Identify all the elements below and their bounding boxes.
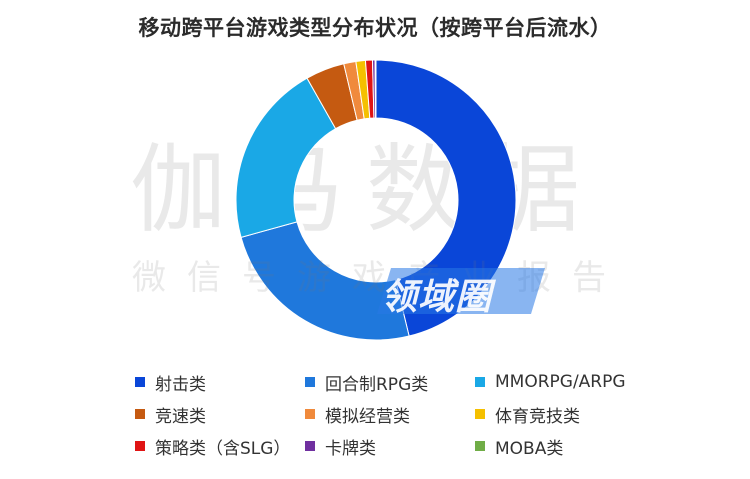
legend-item-1: 射击类 bbox=[135, 372, 305, 395]
legend-label: MOBA类 bbox=[495, 438, 564, 459]
legend-swatch bbox=[135, 409, 145, 419]
legend-swatch bbox=[305, 409, 315, 419]
legend-label: 模拟经营类 bbox=[325, 406, 410, 427]
chart-title: 移动跨平台游戏类型分布状况（按跨平台后流水） bbox=[138, 16, 612, 40]
legend-label: 卡牌类 bbox=[325, 438, 376, 459]
legend-item-2: 回合制RPG类 bbox=[305, 372, 475, 395]
legend-label: 回合制RPG类 bbox=[325, 374, 429, 395]
legend: 射击类 回合制RPG类 MMORPG/ARPG 竞速类 模拟经营类 体育竞技类策略类（含S… bbox=[135, 372, 695, 459]
legend-label: 射击类 bbox=[155, 374, 206, 395]
legend-item-5: 模拟经营类 bbox=[305, 404, 475, 427]
donut-slice-1 bbox=[375, 59, 517, 337]
legend-label: MMORPG/ARPG bbox=[495, 372, 626, 392]
legend-swatch bbox=[475, 409, 485, 419]
legend-item-4: 竞速类 bbox=[135, 404, 305, 427]
donut-slice-9 bbox=[374, 59, 377, 119]
donut-slice-2 bbox=[240, 221, 410, 341]
legend-label: 竞速类 bbox=[155, 406, 206, 427]
legend-swatch bbox=[305, 377, 315, 387]
legend-swatch bbox=[475, 441, 485, 451]
legend-label: 体育竞技类 bbox=[495, 406, 580, 427]
legend-swatch bbox=[135, 441, 145, 451]
legend-item-6: 体育竞技类 bbox=[475, 404, 675, 427]
legend-swatch bbox=[475, 377, 485, 387]
legend-swatch bbox=[135, 377, 145, 387]
legend-item-3: MMORPG/ARPG bbox=[475, 372, 675, 392]
legend-item-7: 策略类（含SLG） bbox=[135, 436, 305, 459]
legend-label: 策略类（含SLG） bbox=[155, 438, 291, 459]
legend-item-8: 卡牌类 bbox=[305, 436, 475, 459]
legend-swatch bbox=[305, 441, 315, 451]
legend-item-9: MOBA类 bbox=[475, 436, 675, 459]
